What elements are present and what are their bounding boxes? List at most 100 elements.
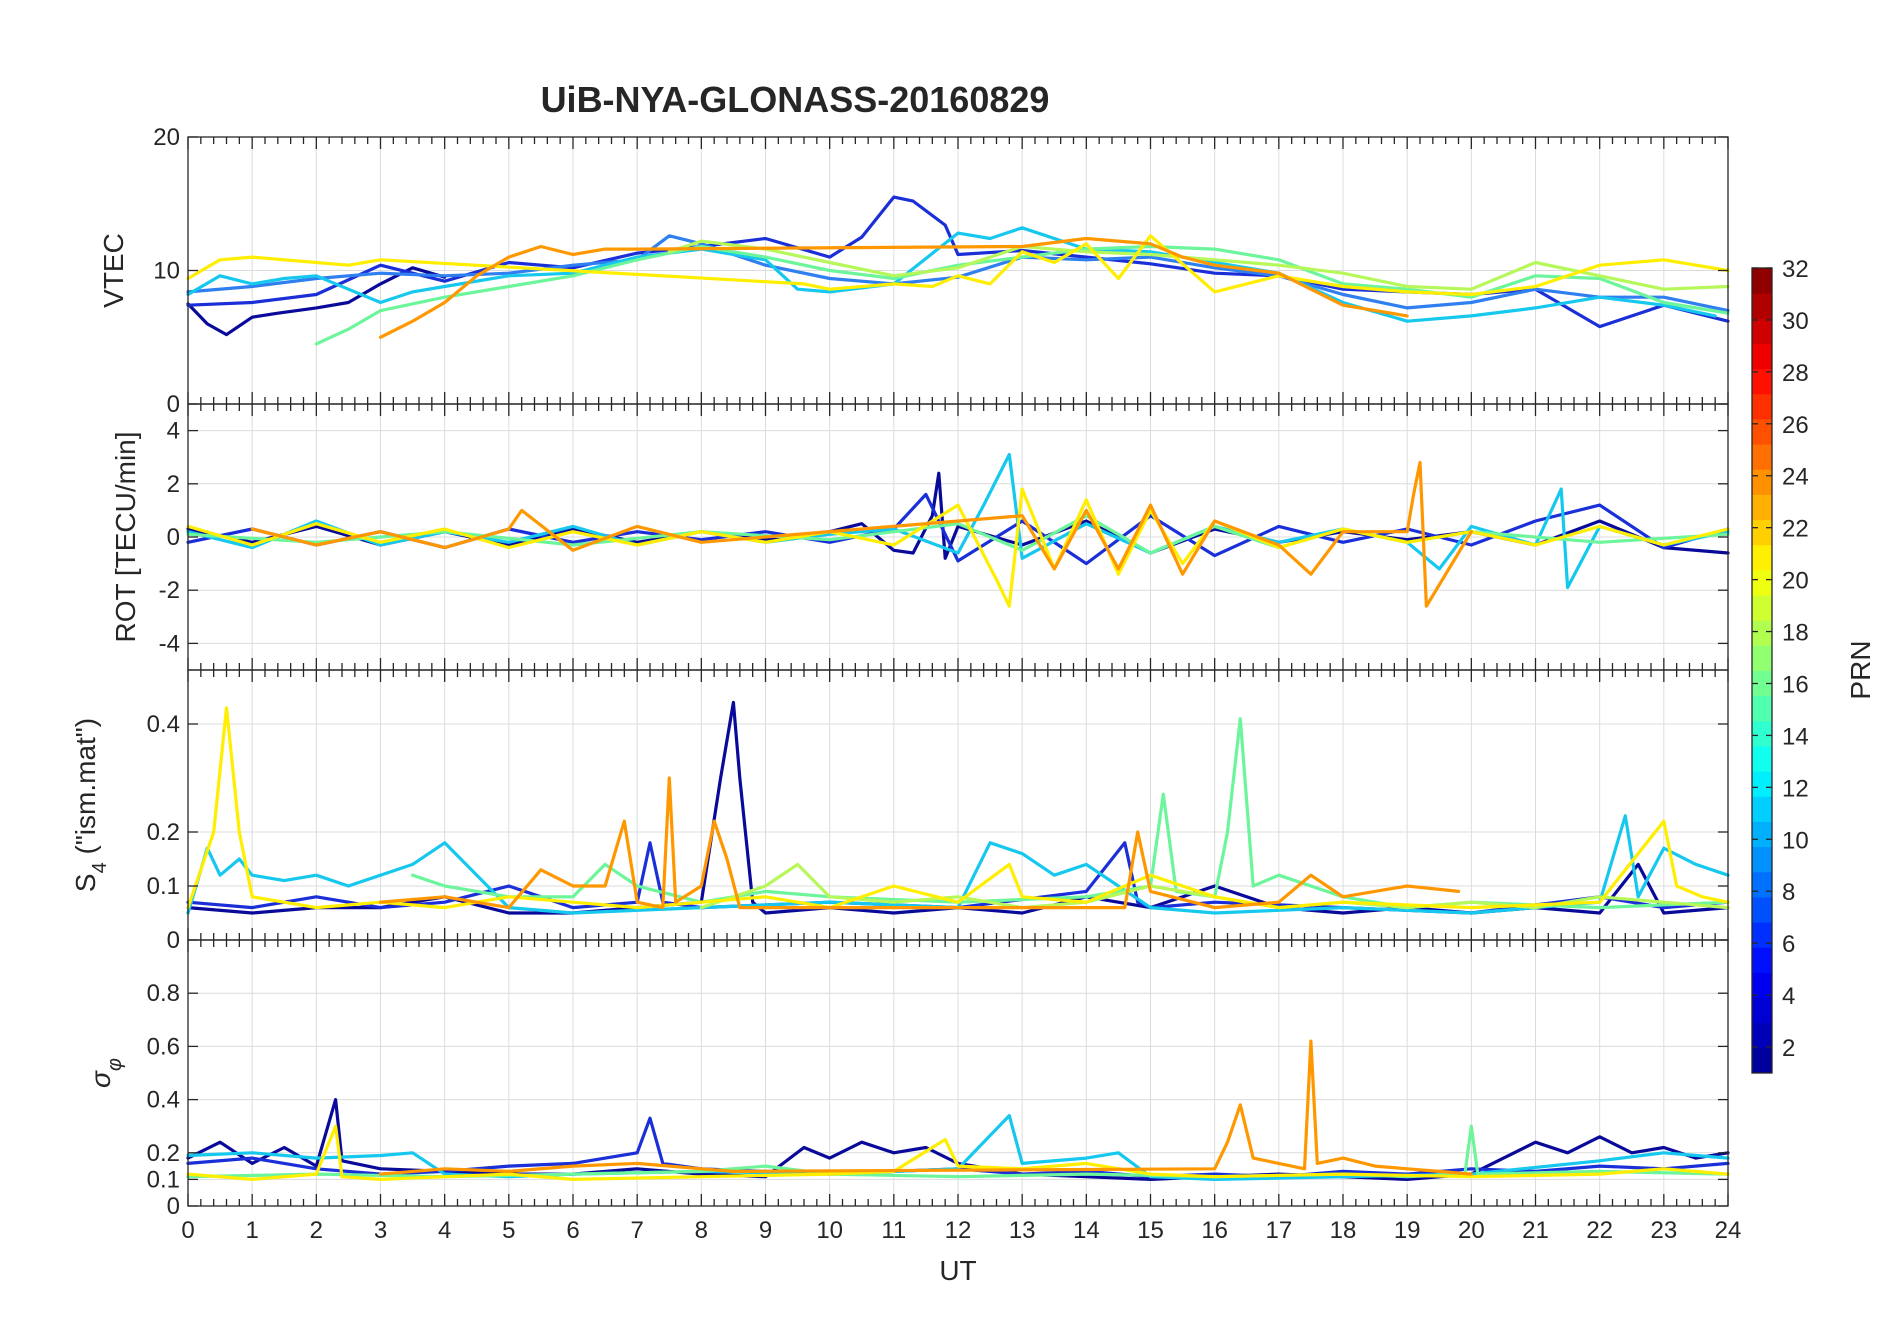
series-group [186,452,1730,608]
series-prn-20 [186,234,1730,297]
colorbar-swatch [1752,846,1772,873]
colorbar-swatch [1752,519,1772,546]
colorbar-tick-label: 4 [1782,983,1795,1010]
x-tick-label: 20 [1458,1217,1485,1244]
series-prn-1 [186,471,1730,560]
colorbar-tick-label: 28 [1782,360,1809,387]
x-tick-label: 8 [695,1217,708,1244]
colorbar-swatch [1752,595,1772,621]
x-tick-label: 22 [1586,1217,1613,1244]
x-tick-label: 1 [245,1217,258,1244]
y-tick-label: 0.2 [147,1140,180,1167]
colorbar-swatch [1752,720,1772,747]
series-prn-11 [186,452,1730,590]
colorbar-swatch [1752,393,1772,420]
y-axis-label-sub: 4 [89,862,111,873]
colorbar-tick-label: 30 [1782,308,1809,335]
y-tick-label: 20 [153,124,180,151]
x-tick-label: 2 [310,1217,323,1244]
series-group [186,195,1730,346]
colorbar-tick-label: 20 [1782,568,1809,595]
colorbar-swatch [1752,922,1772,948]
ticks [187,670,1729,941]
colorbar-swatch [1752,997,1772,1024]
colorbar-tick-label: 2 [1782,1035,1795,1062]
colorbar-swatch [1752,318,1772,344]
colorbar-tick-label: 18 [1782,620,1809,647]
grid [187,404,1729,670]
x-tick-label: 19 [1394,1217,1421,1244]
y-tick-label: 0 [167,391,180,418]
colorbar-frame [1751,267,1773,1074]
colorbar-swatch [1752,1047,1772,1074]
y-tick-label: 0.6 [147,1033,180,1060]
y-tick-label: 2 [167,471,180,498]
colorbar-swatch [1752,620,1772,646]
colorbar-swatch [1752,695,1772,722]
colorbar-swatch [1752,821,1772,848]
y-axis-label-rest: ("ism.mat") [70,718,101,862]
colorbar-swatch [1752,972,1772,999]
colorbar-swatch [1752,569,1772,596]
x-tick-label: 21 [1522,1217,1549,1244]
colorbar-tick-label: 16 [1782,671,1809,698]
x-tick-label: 5 [502,1217,515,1244]
y-tick-label: 0.2 [147,819,180,846]
ticks [187,940,1729,1207]
series-prn-5 [186,234,1730,313]
x-tick-label: 23 [1650,1217,1677,1244]
y-tick-label: -2 [159,577,180,604]
colorbar-swatch [1752,343,1772,370]
figure-title: UiB-NYA-GLONASS-20160829 [541,79,1050,120]
series-prn-23 [378,776,1461,910]
y-axis-label-sub: φ [104,1058,126,1071]
colorbar-swatch [1752,1022,1772,1049]
colorbar-swatch [1752,670,1772,697]
y-tick-label: 0.1 [147,873,180,900]
colorbar-swatches [1752,268,1772,1074]
y-tick-label: 0.4 [147,1087,180,1114]
x-tick-label: 6 [566,1217,579,1244]
series-prn-1 [186,1097,1730,1182]
x-tick-label: 10 [816,1217,843,1244]
y-tick-label: 0.4 [147,711,180,738]
series-group [186,700,1730,915]
x-tick-label: 14 [1073,1217,1100,1244]
colorbar-tick-label: 24 [1782,464,1809,491]
panel-2: -4 -2 0 2 4 ROT [TECU/min] [110,403,1730,671]
series-prn-15 [411,716,1730,910]
colorbar-label: PRN [1845,640,1876,699]
series-prn-23 [378,1039,1473,1176]
colorbar-swatch [1752,268,1772,294]
y-tick-label: -4 [159,630,180,657]
colorbar-swatch [1752,494,1772,521]
y-axis-label-main: S [70,873,101,892]
y-axis-label: VTEC [98,233,129,308]
y-axis-label: S4 ("ism.mat") [70,718,111,892]
colorbar-tick-label: 26 [1782,412,1809,439]
y-tick-label: 4 [167,418,180,445]
colorbar-tick-label: 6 [1782,931,1795,958]
y-tick-label: 0 [167,1193,180,1220]
colorbar-swatch [1752,368,1772,395]
colorbar-tick-label: 14 [1782,723,1809,750]
colorbar-tick-label: 22 [1782,516,1809,543]
x-tick-label: 13 [1009,1217,1036,1244]
x-tick-label: 11 [881,1217,906,1244]
y-tick-label: 10 [153,258,180,285]
colorbar-swatch [1752,896,1772,923]
x-tick-label: 7 [630,1217,643,1244]
x-tick-label: 15 [1137,1217,1164,1244]
x-tick-label: 0 [181,1217,194,1244]
x-tick-label: 3 [374,1217,387,1244]
y-tick-label: 0 [167,524,180,551]
series-prn-20 [186,706,1730,910]
y-tick-label: 0 [167,927,180,954]
panel-1: 0 10 20 VTEC [98,124,1730,418]
colorbar-swatch [1752,796,1772,822]
colorbar-tick-label: 8 [1782,879,1795,906]
